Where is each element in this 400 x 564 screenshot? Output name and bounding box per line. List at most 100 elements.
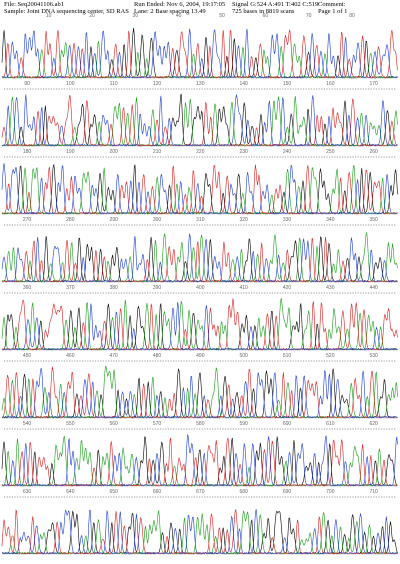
run: Run Ended: Nov 6, 2004, 19:17:05 [134, 1, 225, 8]
trace [1, 165, 398, 215]
trace [1, 41, 398, 79]
position-label: 640 [66, 489, 75, 495]
trace [1, 231, 398, 283]
trace [1, 366, 398, 419]
position-label: 570 [153, 421, 162, 427]
position-label: 240 [283, 149, 292, 155]
trace [1, 95, 398, 147]
position-label: 580 [196, 421, 205, 427]
position-label: 680 [239, 489, 248, 495]
lane: Lane: 2 Base spacing 13.49 [134, 8, 206, 15]
position-label: 150 [283, 81, 292, 87]
position-label: 610 [326, 421, 335, 427]
position-label: 590 [239, 421, 248, 427]
bases: 725 bases in 8819 scans [232, 8, 295, 15]
position-label: 180 [23, 149, 32, 155]
position-label: 530 [369, 353, 378, 359]
position-label: 280 [66, 217, 75, 223]
position-label: 300 [153, 217, 162, 223]
position-label: 130 [196, 81, 205, 87]
position-label: 350 [369, 217, 378, 223]
position-label: 670 [196, 489, 205, 495]
trace [1, 28, 398, 79]
position-label: 120 [153, 81, 162, 87]
position-label: 660 [153, 489, 162, 495]
position-label: 700 [326, 489, 335, 495]
position-label: 320 [239, 217, 248, 223]
position-label: 460 [66, 353, 75, 359]
position-label: 420 [283, 285, 292, 291]
position-label: 690 [283, 489, 292, 495]
position-label: 470 [109, 353, 118, 359]
trace [1, 437, 398, 487]
position-label: 250 [326, 149, 335, 155]
position-label: 50 [219, 13, 225, 19]
position-label: 560 [109, 421, 118, 427]
position-label: 400 [196, 285, 205, 291]
position-label: 410 [239, 285, 248, 291]
trace [1, 94, 398, 147]
position-label: 160 [326, 81, 335, 87]
position-label: 450 [23, 353, 32, 359]
trace [1, 435, 398, 487]
position-label: 710 [369, 489, 378, 495]
position-label: 70 [306, 13, 312, 19]
position-label: 600 [283, 421, 292, 427]
position-label: 270 [23, 217, 32, 223]
trace [1, 368, 398, 419]
trace [1, 297, 398, 351]
trace [1, 93, 398, 147]
trace [1, 368, 398, 419]
trace [1, 298, 398, 351]
trace [1, 29, 398, 79]
position-label: 330 [283, 217, 292, 223]
position-label: 630 [23, 489, 32, 495]
position-label: 540 [23, 421, 32, 427]
sample: Sample: Joint DNA sequencing center, SD … [4, 8, 129, 15]
trace [1, 233, 398, 283]
position-label: 90 [24, 81, 30, 87]
position-label: 520 [326, 353, 335, 359]
position-label: 260 [369, 149, 378, 155]
page-number: Page 1 of 1 [318, 8, 347, 15]
position-label: 360 [23, 285, 32, 291]
position-label: 510 [283, 353, 292, 359]
position-label: 140 [239, 81, 248, 87]
trace [1, 509, 398, 555]
position-label: 550 [66, 421, 75, 427]
trace [1, 96, 398, 147]
trace [1, 164, 398, 215]
position-label: 20 [89, 13, 95, 19]
position-label: 170 [369, 81, 378, 87]
comment: Comment: [318, 1, 346, 8]
position-label: 650 [109, 489, 118, 495]
position-label: 100 [66, 81, 75, 87]
position-label: 440 [369, 285, 378, 291]
position-label: 290 [109, 217, 118, 223]
trace [2, 301, 398, 351]
position-label: 370 [66, 285, 75, 291]
position-label: 480 [153, 353, 162, 359]
position-label: 210 [153, 149, 162, 155]
trace [1, 163, 398, 215]
position-label: 340 [326, 217, 335, 223]
position-label: 60 [263, 13, 269, 19]
position-label: 430 [326, 285, 335, 291]
position-label: 390 [153, 285, 162, 291]
position-label: 190 [66, 149, 75, 155]
position-label: 200 [109, 149, 118, 155]
position-label: 10 [46, 13, 52, 19]
position-label: 380 [109, 285, 118, 291]
position-label: 80 [349, 13, 355, 19]
trace [1, 510, 398, 555]
position-label: 620 [369, 421, 378, 427]
position-label: 230 [239, 149, 248, 155]
position-label: 110 [110, 81, 118, 87]
position-label: 490 [196, 353, 205, 359]
signal: Signal G:524 A:491 T:402 C:519 [232, 1, 318, 8]
position-label: 30 [133, 13, 139, 19]
position-label: 500 [239, 353, 248, 359]
position-label: 220 [196, 149, 205, 155]
